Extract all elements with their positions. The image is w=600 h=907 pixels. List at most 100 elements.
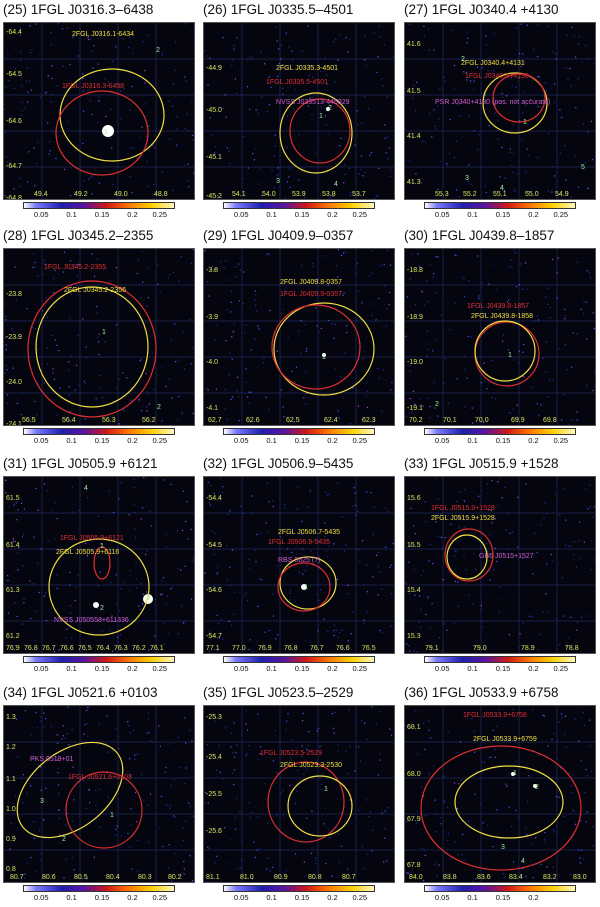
photon-count <box>57 767 59 769</box>
photon-count <box>513 861 515 863</box>
photon-count <box>361 122 363 124</box>
photon-count <box>57 554 59 556</box>
photon-count <box>434 407 436 409</box>
photon-count <box>174 69 176 71</box>
color-scale-label: 0.1 <box>66 893 77 902</box>
photon-count <box>39 766 42 768</box>
dec-tick-label: -25.4 <box>206 754 222 761</box>
photon-count <box>517 816 520 818</box>
photon-count <box>427 300 429 302</box>
photon-count <box>137 157 139 159</box>
photon-count <box>343 550 346 552</box>
photon-count <box>266 397 268 399</box>
photon-count <box>414 594 416 596</box>
photon-count <box>519 633 521 635</box>
photon-count <box>129 176 131 178</box>
photon-count <box>259 168 261 170</box>
photon-count <box>355 265 357 267</box>
photon-count <box>408 645 410 647</box>
photon-count <box>87 89 89 91</box>
count-map <box>405 477 595 653</box>
photon-count <box>233 613 235 615</box>
photon-count <box>43 382 45 384</box>
photon-count <box>289 592 291 594</box>
photon-count <box>170 339 172 341</box>
photon-count <box>169 138 171 140</box>
photon-count <box>257 325 259 327</box>
photon-count <box>101 617 103 620</box>
photon-count <box>360 169 362 171</box>
photon-count <box>529 615 531 617</box>
source-label: 2FGL J0506.7-5435 <box>278 529 341 536</box>
photon-count <box>410 507 412 509</box>
photon-count <box>456 808 458 810</box>
photon-count <box>171 587 173 589</box>
photon-count <box>366 406 368 409</box>
photon-count <box>182 827 184 829</box>
photon-count <box>355 504 357 506</box>
photon-count <box>301 50 303 52</box>
color-scale-label: 0.1 <box>66 664 77 673</box>
photon-count <box>487 824 489 826</box>
photon-count <box>175 41 177 43</box>
photon-count <box>82 142 84 144</box>
photon-count <box>48 153 50 155</box>
photon-count <box>248 558 250 561</box>
photon-count <box>379 753 381 755</box>
dec-tick-label: 15.4 <box>407 587 421 594</box>
photon-count <box>43 726 45 728</box>
photon-count <box>59 834 61 836</box>
photon-count <box>389 728 391 730</box>
photon-count <box>233 48 235 50</box>
photon-count <box>335 265 338 267</box>
photon-count <box>334 323 336 326</box>
photon-count <box>372 534 374 536</box>
photon-count <box>249 55 251 57</box>
photon-count <box>584 724 586 726</box>
photon-count <box>220 58 223 60</box>
photon-count <box>414 533 416 535</box>
photon-count <box>354 492 356 494</box>
ra-tick-label: 76.9 <box>258 645 272 652</box>
photon-count <box>216 650 218 652</box>
photon-count <box>547 287 549 289</box>
photon-count <box>578 540 580 542</box>
photon-count <box>246 396 249 398</box>
photon-count <box>416 651 418 653</box>
photon-count <box>579 862 581 864</box>
photon-count <box>464 296 466 298</box>
ra-tick-label: 76.4 <box>96 645 110 652</box>
photon-count <box>27 830 29 832</box>
photon-count <box>275 638 277 640</box>
photon-count <box>357 746 360 748</box>
photon-count <box>184 127 186 129</box>
photon-count <box>525 875 527 877</box>
photon-count <box>216 855 218 857</box>
photon-count <box>363 351 365 353</box>
photon-count <box>54 611 56 613</box>
photon-count <box>14 266 16 268</box>
photon-count <box>214 862 216 864</box>
photon-count <box>258 183 260 185</box>
photon-count <box>74 599 76 602</box>
count-map <box>4 23 194 199</box>
photon-count <box>162 845 164 848</box>
photon-count <box>487 551 489 553</box>
photon-count <box>494 518 497 520</box>
error-ellipse-2fgl <box>279 556 337 610</box>
photon-count <box>214 533 216 535</box>
photon-count <box>524 61 526 64</box>
photon-count <box>473 553 475 555</box>
photon-count <box>309 65 311 67</box>
photon-count <box>75 586 78 588</box>
photon-count <box>301 548 304 550</box>
source-number: 2 <box>435 401 439 408</box>
photon-count <box>219 417 222 419</box>
photon-count <box>373 32 376 34</box>
source-number: 1 <box>523 119 527 126</box>
photon-count <box>580 760 582 762</box>
photon-count <box>39 96 42 98</box>
photon-count <box>129 846 131 848</box>
photon-count <box>40 789 42 791</box>
photon-count <box>185 742 187 744</box>
